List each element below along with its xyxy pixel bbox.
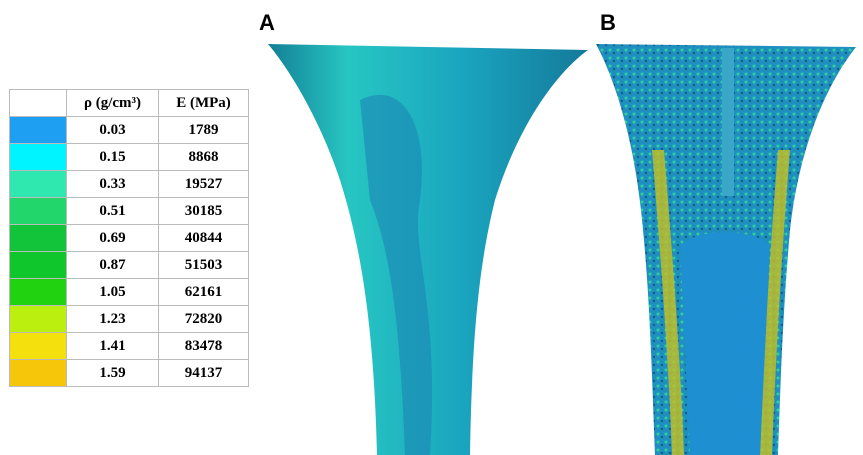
model-b-stem [680, 232, 770, 455]
table-row: 1.23 72820 [9, 305, 249, 333]
color-swatch [9, 197, 67, 225]
material-table: ρ (g/cm³) E (MPa) 0.03 1789 0.15 8868 0.33 19… [9, 89, 249, 387]
modulus-cell: 19527 [158, 170, 249, 198]
modulus-cell: 30185 [158, 197, 249, 225]
header-cell [9, 89, 67, 117]
color-swatch [9, 278, 67, 306]
table-row: 1.41 83478 [9, 332, 249, 360]
model-a-patch [360, 94, 433, 455]
color-swatch [9, 224, 67, 252]
table-row: 1.05 62161 [9, 278, 249, 306]
table-row: 0.69 40844 [9, 224, 249, 252]
modulus-cell: 72820 [158, 305, 249, 333]
color-swatch [9, 116, 67, 144]
modulus-cell: 1789 [158, 116, 249, 144]
color-swatch [9, 305, 67, 333]
color-swatch [9, 251, 67, 279]
color-swatch [9, 143, 67, 171]
table-row: 0.33 19527 [9, 170, 249, 198]
density-cell: 0.15 [66, 143, 159, 171]
density-cell: 1.05 [66, 278, 159, 306]
model-b-canal [722, 48, 734, 196]
model-b-cortex [652, 150, 790, 455]
color-swatch [9, 332, 67, 360]
density-cell: 0.51 [66, 197, 159, 225]
table-row: 0.03 1789 [9, 116, 249, 144]
header-cell: E (MPa) [158, 89, 249, 117]
modulus-cell: 83478 [158, 332, 249, 360]
color-swatch [9, 170, 67, 198]
density-cell: 0.69 [66, 224, 159, 252]
modulus-cell: 62161 [158, 278, 249, 306]
modulus-cell: 51503 [158, 251, 249, 279]
density-cell: 0.87 [66, 251, 159, 279]
model-a [268, 44, 588, 455]
density-cell: 1.59 [66, 359, 159, 387]
panel-label: A [259, 10, 275, 35]
density-cell: 1.23 [66, 305, 159, 333]
modulus-cell: 40844 [158, 224, 249, 252]
density-cell: 1.41 [66, 332, 159, 360]
table-row: 0.51 30185 [9, 197, 249, 225]
density-cell: 0.03 [66, 116, 159, 144]
modulus-cell: 94137 [158, 359, 249, 387]
modulus-cell: 8868 [158, 143, 249, 171]
color-swatch [9, 359, 67, 387]
table-row: 0.15 8868 [9, 143, 249, 171]
header-row: ρ (g/cm³) E (MPa) [9, 89, 249, 117]
density-cell: 0.33 [66, 170, 159, 198]
header-cell: ρ (g/cm³) [66, 89, 159, 117]
panel-label: B [600, 10, 616, 35]
table-row: 0.87 51503 [9, 251, 249, 279]
table-row: 1.59 94137 [9, 359, 249, 387]
table-body: ρ (g/cm³) E (MPa) 0.03 1789 0.15 8868 0.33 19… [9, 89, 249, 387]
